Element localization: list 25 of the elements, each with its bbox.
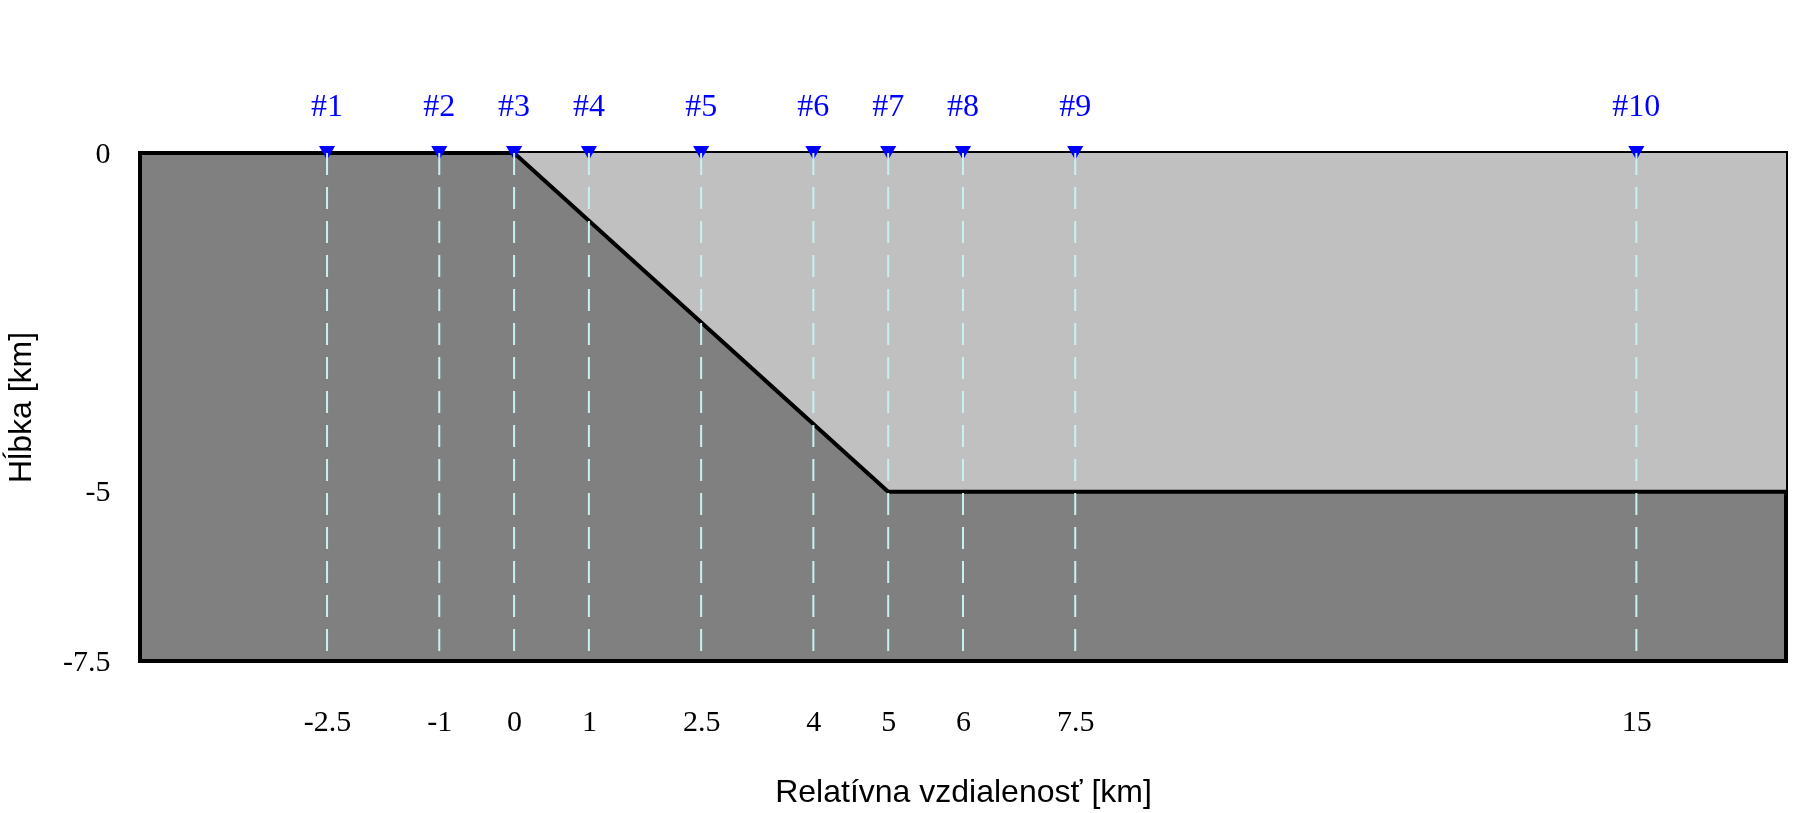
y-tick-label: 0 bbox=[95, 135, 111, 169]
annotation: #3 bbox=[498, 87, 531, 123]
x-tick-label: 7.5 bbox=[1056, 703, 1095, 737]
x-tick-label: 6 bbox=[956, 703, 971, 737]
x-tick-label: 4 bbox=[806, 703, 822, 737]
x-axis-title: Relatívna vzdialenosť [km] bbox=[775, 772, 1152, 809]
annotation: #2 bbox=[423, 87, 456, 123]
y-tick-label: -5 bbox=[85, 474, 111, 508]
x-tick-label: -1 bbox=[427, 703, 453, 737]
x-tick-label: 15 bbox=[1621, 703, 1652, 737]
annotation: #9 bbox=[1059, 87, 1092, 123]
annotation: #6 bbox=[797, 87, 830, 123]
annotation: #8 bbox=[947, 87, 979, 123]
annotation: #1 bbox=[311, 87, 344, 123]
x-tick-label: 2.5 bbox=[682, 703, 721, 737]
x-tick-label: 5 bbox=[881, 703, 897, 737]
x-tick-label: 1 bbox=[581, 703, 597, 737]
annotation: #5 bbox=[685, 87, 718, 123]
x-tick-label: -2.5 bbox=[303, 703, 352, 737]
annotation: #7 bbox=[872, 87, 905, 123]
y-tick-label: -7.5 bbox=[63, 643, 111, 677]
annotation: #10 bbox=[1612, 87, 1661, 123]
annotation: #4 bbox=[572, 87, 605, 123]
y-axis-title: Hĺbka [km] bbox=[2, 331, 39, 484]
x-tick-label: 0 bbox=[507, 703, 523, 737]
